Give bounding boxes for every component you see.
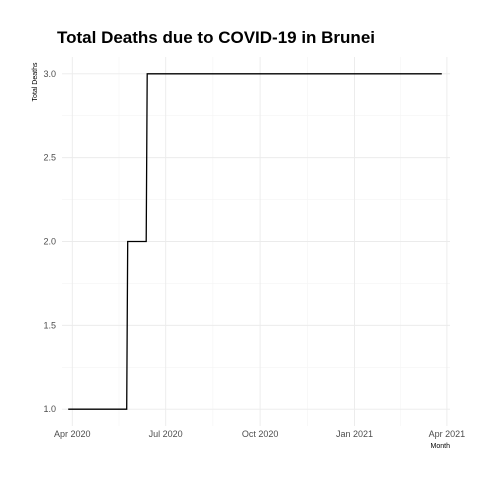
y-axis: 1.0 1.5 2.0 2.5 3.0 <box>43 69 56 414</box>
grid <box>62 57 450 426</box>
x-tick-label: Apr 2020 <box>54 429 91 439</box>
x-axis: Apr 2020 Jul 2020 Oct 2020 Jan 2021 Apr 2021 <box>54 429 465 439</box>
x-axis-label: Month <box>431 443 451 450</box>
y-axis-label: Total Deaths <box>32 62 39 101</box>
series-line <box>68 73 442 410</box>
series-layer <box>68 73 442 410</box>
x-tick-label: Jul 2020 <box>149 429 183 439</box>
y-tick-label: 3.0 <box>43 69 56 79</box>
x-tick-label: Oct 2020 <box>242 429 279 439</box>
y-tick-label: 1.0 <box>43 404 56 414</box>
x-tick-label: Apr 2021 <box>429 429 466 439</box>
y-tick-label: 2.0 <box>43 237 56 247</box>
y-tick-label: 2.5 <box>43 153 56 163</box>
x-tick-label: Jan 2021 <box>336 429 373 439</box>
y-tick-label: 1.5 <box>43 320 56 330</box>
chart-title: Total Deaths due to COVID-19 in Brunei <box>57 28 375 47</box>
